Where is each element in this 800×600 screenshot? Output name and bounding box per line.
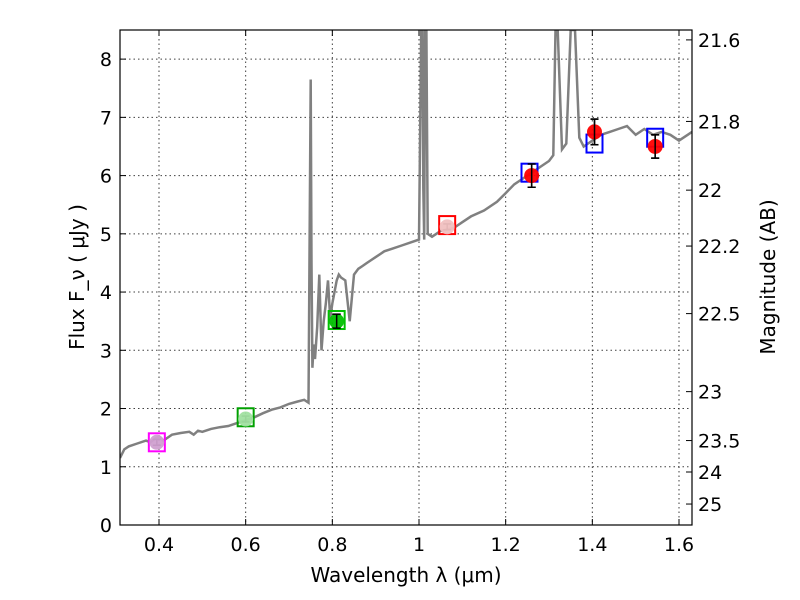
x-tick-label: 0.8 <box>317 534 347 556</box>
observed-photometry-point <box>149 434 165 450</box>
y-tick-label: 6 <box>100 166 112 188</box>
magnitude-tick-label: 22.5 <box>698 304 740 326</box>
y-tick-label: 0 <box>100 515 112 537</box>
markers <box>147 118 665 453</box>
magnitude-tick-label: 24 <box>698 462 722 484</box>
y-tick-label: 2 <box>100 399 112 421</box>
model-photometry-square <box>147 432 166 453</box>
magnitude-tick-label: 21.8 <box>698 111 740 133</box>
x-tick-label: 0.6 <box>231 534 261 556</box>
magnitude-axis: 21.6 21.8 22 22.2 22.5 23 23.5 24 25 <box>686 30 740 516</box>
x-tick-label: 1.4 <box>577 534 607 556</box>
magnitude-tick-label: 22 <box>698 180 722 202</box>
y-tick-label: 1 <box>100 457 112 479</box>
model-photometry-square <box>327 310 346 331</box>
y-tick-label: 4 <box>100 282 112 304</box>
observed-photometry-point <box>439 219 455 235</box>
model-sed-layer <box>120 30 692 459</box>
observed-photometry-point <box>238 411 254 427</box>
magnitude-tick-label: 25 <box>698 494 722 516</box>
magnitude-tick-label: 22.2 <box>698 236 740 258</box>
x-tick-label: 1.2 <box>491 534 521 556</box>
x-tick-label: 1.6 <box>664 534 694 556</box>
x-tick-label: 1 <box>413 534 425 556</box>
x-tick-label: 0.4 <box>144 534 174 556</box>
y-tick-label: 5 <box>100 224 112 246</box>
magnitude-tick-label: 23.5 <box>698 431 740 453</box>
y-tick-label: 3 <box>100 340 112 362</box>
grid <box>120 30 692 526</box>
y-tick-label: 7 <box>100 107 112 129</box>
plot-frame <box>119 29 693 526</box>
magnitude-tick-label: 23 <box>698 382 722 404</box>
model-sed-line <box>120 30 692 459</box>
magnitude-axis-title: Magnitude (AB) <box>756 199 780 354</box>
y-tick-label: 8 <box>100 49 112 71</box>
x-axis-title: Wavelength λ (μm) <box>310 563 501 587</box>
plot-background <box>120 30 692 525</box>
y-axis-title: Flux F_ν ( μJy ) <box>65 204 89 350</box>
y-axis: 0 1 2 3 4 5 6 7 8 <box>100 49 126 537</box>
magnitude-tick-label: 21.6 <box>698 30 740 52</box>
x-axis: 0.4 0.6 0.8 1 1.2 1.4 1.6 <box>144 30 694 556</box>
